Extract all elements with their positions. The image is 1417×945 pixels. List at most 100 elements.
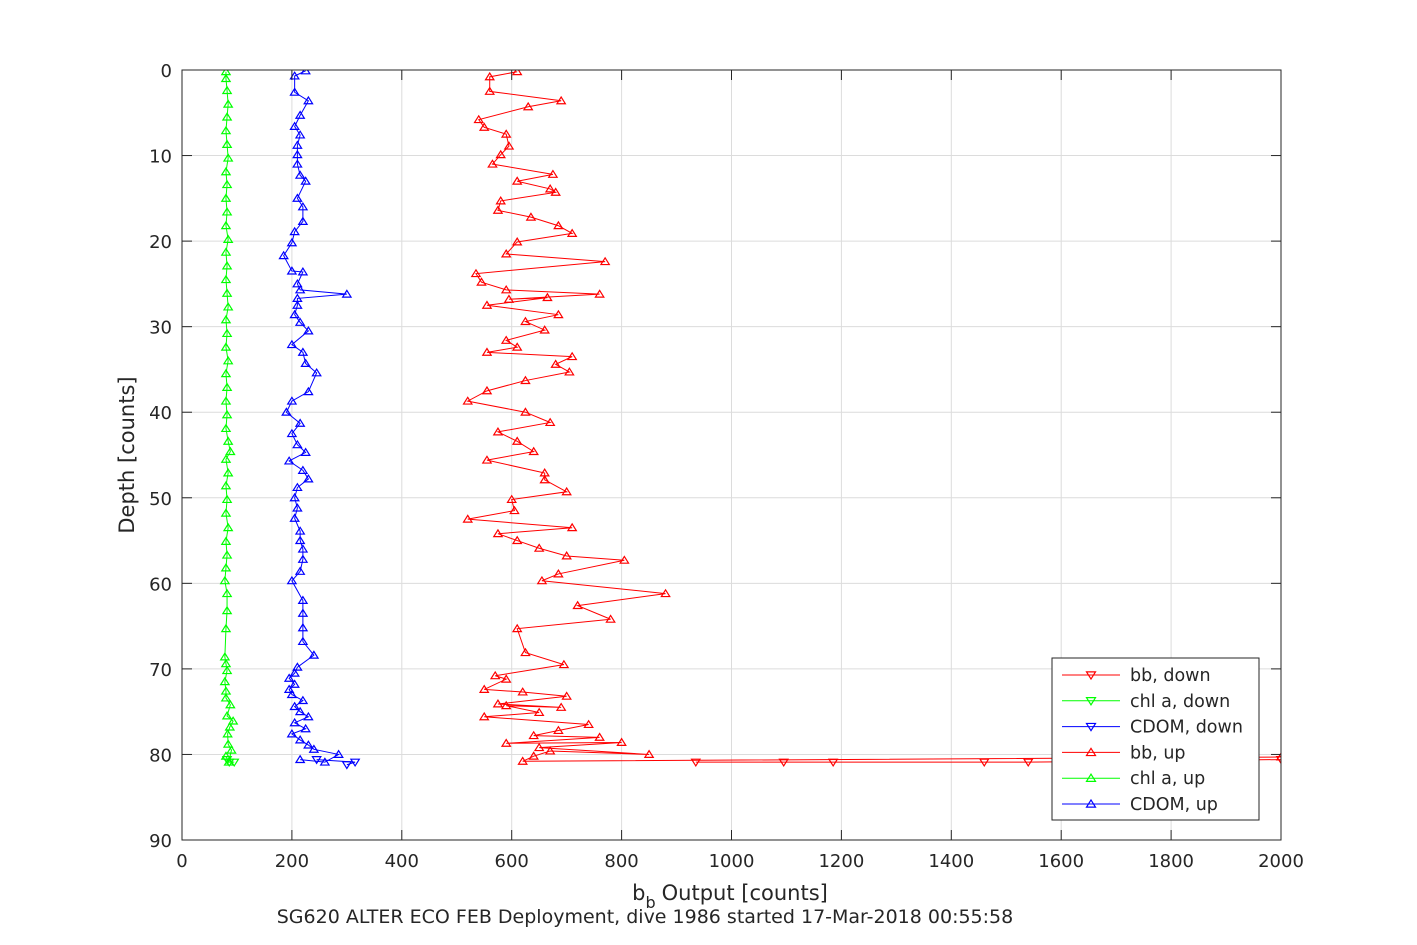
x-axis-label-prefix: b — [632, 881, 645, 905]
data-point — [619, 555, 630, 564]
series-chl-a-up — [219, 70, 239, 766]
data-point — [297, 347, 309, 356]
data-point — [566, 351, 578, 361]
legend: bb, down chl a, down CDOM, down bb, up chl a… — [1051, 657, 1260, 821]
data-point — [220, 166, 232, 176]
data-point — [219, 651, 231, 661]
data-point — [286, 575, 298, 585]
data-point — [500, 700, 512, 710]
data-point — [303, 386, 314, 396]
data-point — [520, 407, 531, 416]
data-point — [300, 447, 311, 456]
data-point — [300, 723, 311, 733]
data-point — [220, 70, 232, 76]
data-point — [222, 728, 233, 738]
data-point — [289, 668, 300, 677]
x-axis-label: bb Output [counts] — [632, 881, 828, 912]
data-point — [221, 605, 233, 615]
x-tick-label: 600 — [495, 851, 529, 872]
data-point — [487, 159, 498, 168]
data-point — [594, 289, 605, 298]
data-point — [292, 300, 303, 309]
data-point — [1275, 752, 1281, 761]
data-point — [517, 756, 528, 765]
x-tick-label: 1200 — [818, 851, 864, 872]
data-point — [660, 588, 671, 598]
data-point — [286, 339, 298, 349]
data-point — [220, 623, 232, 633]
data-point — [495, 195, 506, 205]
caption: SG620 ALTER ECO FEB Deployment, dive 198… — [277, 906, 1013, 928]
data-point — [495, 149, 506, 159]
data-point — [222, 522, 234, 532]
data-point — [503, 294, 515, 303]
data-point — [294, 110, 306, 119]
x-axis-label-subscript: b — [645, 893, 655, 912]
data-point — [500, 738, 512, 747]
legend-marker — [1085, 747, 1097, 757]
data-point — [292, 662, 303, 671]
x-tick-label: 800 — [604, 851, 638, 872]
data-point — [220, 314, 232, 324]
data-point — [286, 428, 298, 438]
data-point — [289, 309, 300, 319]
legend-label: chl a, up — [1130, 769, 1205, 789]
data-point — [220, 247, 232, 256]
data-point — [303, 95, 314, 105]
data-point — [220, 396, 232, 405]
data-point — [297, 216, 309, 225]
data-point — [278, 250, 289, 260]
data-point — [566, 228, 578, 237]
data-point — [473, 114, 485, 124]
tick-labels: 0 200 400 600 800 1000 1200 1400 1600 1800 2000 0 10… — [149, 61, 1304, 872]
data-point — [492, 528, 504, 538]
data-point — [294, 170, 306, 179]
x-tick-label: 1400 — [928, 851, 974, 872]
data-point — [292, 482, 303, 492]
data-point — [484, 86, 496, 95]
x-tick-label: 1000 — [709, 851, 755, 872]
data-point — [220, 73, 232, 83]
data-point — [220, 125, 232, 135]
data-point — [308, 744, 320, 753]
data-point — [978, 758, 990, 768]
data-point — [292, 503, 303, 512]
data-point — [690, 758, 702, 768]
data-point — [500, 335, 512, 344]
data-point — [221, 261, 233, 270]
data-point — [222, 468, 234, 477]
data-point — [221, 382, 233, 391]
data-point — [303, 740, 314, 749]
data-point — [511, 535, 523, 545]
data-point — [220, 508, 232, 517]
data-point — [492, 205, 504, 214]
data-point — [220, 274, 232, 284]
data-point — [550, 359, 561, 368]
data-point — [222, 99, 234, 108]
data-point — [222, 739, 234, 748]
data-point — [311, 756, 322, 765]
data-point — [221, 139, 233, 148]
data-point — [511, 70, 523, 76]
data-point — [221, 550, 233, 559]
data-point — [511, 342, 523, 351]
data-point — [292, 193, 303, 202]
data-point — [462, 396, 474, 405]
data-point — [226, 745, 237, 754]
data-point — [533, 707, 545, 717]
legend-marker — [1085, 773, 1097, 782]
data-point — [616, 737, 627, 747]
y-tick-label: 10 — [149, 147, 172, 168]
legend-label: bb, up — [1130, 743, 1186, 763]
x-axis-label-main: Output [counts] — [662, 881, 828, 905]
data-point — [778, 758, 789, 768]
data-point — [564, 367, 575, 376]
data-point — [286, 266, 298, 275]
data-point — [222, 153, 234, 162]
data-point — [286, 728, 298, 738]
data-point — [539, 325, 550, 334]
data-point — [553, 220, 564, 230]
y-tick-label: 70 — [149, 660, 172, 681]
data-point — [294, 566, 306, 575]
